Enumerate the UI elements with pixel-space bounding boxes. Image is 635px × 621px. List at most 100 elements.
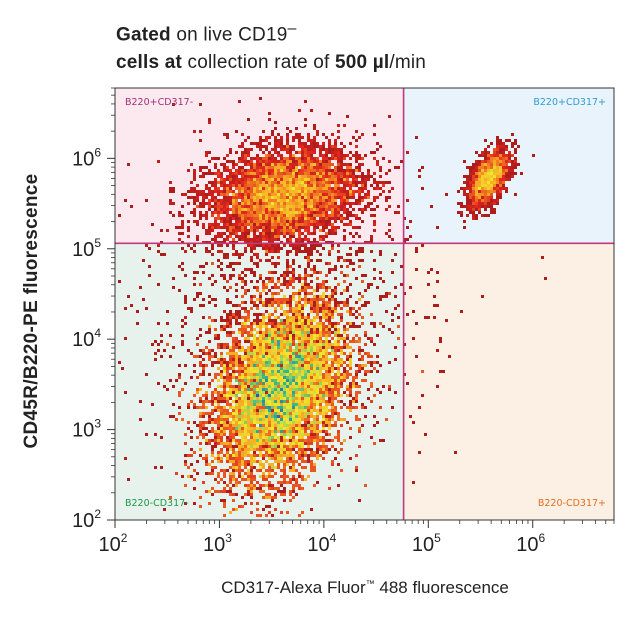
density-cell (286, 133, 289, 136)
density-cell (316, 283, 319, 286)
density-cell (367, 202, 370, 205)
density-cell (280, 424, 283, 427)
density-cell (220, 208, 223, 211)
density-cell (283, 367, 286, 370)
density-cell (316, 178, 319, 181)
density-cell (298, 145, 301, 148)
density-cell (247, 160, 250, 163)
density-cell (340, 424, 343, 427)
density-cell (232, 217, 235, 220)
density-cell (271, 430, 274, 433)
density-cell (208, 340, 211, 343)
density-cell (334, 304, 337, 307)
density-cell (169, 355, 172, 358)
density-cell (328, 397, 331, 400)
density-cell (334, 301, 337, 304)
density-cell (265, 442, 268, 445)
density-cell (223, 412, 226, 415)
density-cell (316, 358, 319, 361)
density-cell (340, 163, 343, 166)
density-cell (286, 340, 289, 343)
density-cell (265, 370, 268, 373)
density-cell (334, 142, 337, 145)
density-cell (256, 175, 259, 178)
density-cell (481, 295, 484, 298)
density-cell (277, 226, 280, 229)
density-cell (241, 211, 244, 214)
density-cell (382, 157, 385, 160)
density-cell (229, 466, 232, 469)
density-cell (295, 316, 298, 319)
density-cell (385, 292, 388, 295)
density-cell (274, 262, 277, 265)
density-cell (250, 178, 253, 181)
density-cell (280, 289, 283, 292)
density-cell (307, 343, 310, 346)
density-cell (280, 388, 283, 391)
density-cell (304, 124, 307, 127)
density-cell (283, 358, 286, 361)
density-cell (367, 178, 370, 181)
density-cell (181, 262, 184, 265)
density-cell (298, 406, 301, 409)
density-cell (196, 223, 199, 226)
density-cell (256, 307, 259, 310)
density-cell (310, 451, 313, 454)
density-cell (301, 190, 304, 193)
density-cell (244, 484, 247, 487)
density-cell (187, 403, 190, 406)
density-cell (334, 208, 337, 211)
density-cell (313, 127, 316, 130)
density-cell (235, 427, 238, 430)
density-cell (313, 211, 316, 214)
density-cell (499, 139, 502, 142)
density-cell (301, 364, 304, 367)
density-cell (520, 172, 523, 175)
density-cell (256, 400, 259, 403)
density-cell (499, 181, 502, 184)
density-cell (235, 454, 238, 457)
density-cell (292, 349, 295, 352)
density-cell (280, 439, 283, 442)
density-cell (262, 205, 265, 208)
density-cell (340, 385, 343, 388)
density-cell (346, 376, 349, 379)
density-cell (226, 253, 229, 256)
density-cell (502, 187, 505, 190)
density-cell (241, 379, 244, 382)
density-cell (322, 229, 325, 232)
density-cell (505, 163, 508, 166)
density-cell (319, 178, 322, 181)
density-cell (331, 148, 334, 151)
density-cell (262, 400, 265, 403)
density-cell (304, 304, 307, 307)
density-cell (268, 379, 271, 382)
density-cell (364, 196, 367, 199)
density-cell (337, 181, 340, 184)
density-cell (322, 430, 325, 433)
density-cell (472, 193, 475, 196)
density-cell (481, 193, 484, 196)
density-cell (259, 400, 262, 403)
density-cell (316, 166, 319, 169)
density-cell (253, 436, 256, 439)
density-cell (301, 145, 304, 148)
density-cell (301, 184, 304, 187)
density-cell (259, 445, 262, 448)
density-cell (205, 433, 208, 436)
density-cell (253, 184, 256, 187)
density-cell (490, 190, 493, 193)
density-cell (181, 220, 184, 223)
density-cell (292, 259, 295, 262)
density-cell (241, 436, 244, 439)
density-cell (271, 367, 274, 370)
density-cell (304, 190, 307, 193)
density-cell (313, 430, 316, 433)
density-cell (259, 391, 262, 394)
density-cell (259, 418, 262, 421)
density-cell (313, 394, 316, 397)
density-cell (484, 151, 487, 154)
density-cell (238, 460, 241, 463)
density-cell (235, 481, 238, 484)
density-cell (193, 220, 196, 223)
